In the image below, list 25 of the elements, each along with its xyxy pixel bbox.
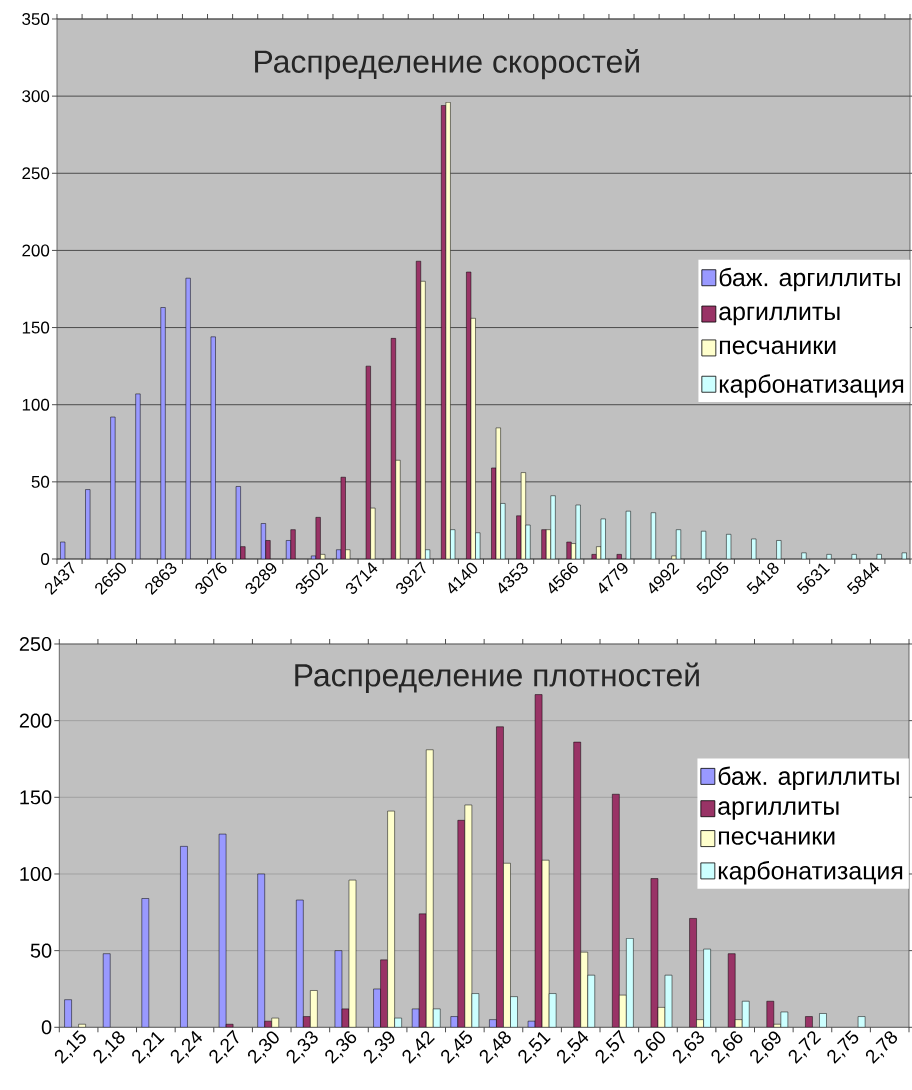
y-tick-label: 50 [31, 475, 50, 488]
text: Распределение скоростей [255, 48, 639, 80]
y-tick-label: 100 [20, 866, 52, 882]
y-tick-label: 50 [30, 943, 52, 958]
legend-label: аргиллиты [719, 306, 840, 326]
legend-label: аргиллиты [718, 801, 839, 820]
y-tick-label: 350 [22, 12, 50, 25]
y-tick-label: 0 [41, 1020, 52, 1035]
legend-label: баж. аргиллиты [718, 766, 899, 790]
y-tick-label: 100 [22, 398, 50, 411]
legend-label: песчаники [719, 340, 836, 355]
text: Распределение плотностей [295, 662, 699, 693]
y-tick-label: 300 [22, 90, 50, 103]
legend-label: карбонатизация [718, 861, 903, 885]
y-tick-label: 200 [22, 244, 50, 257]
legend-label: баж. аргиллиты [719, 267, 900, 292]
x-tick-label: 2,21 [132, 1032, 165, 1064]
y-tick-label: 250 [19, 636, 52, 652]
y-tick-label: 200 [19, 713, 52, 728]
x-tick-label: 2,51 [518, 1032, 551, 1064]
y-tick-label: 150 [22, 321, 50, 334]
y-tick-label: 150 [20, 790, 52, 805]
y-tick-label: 250 [22, 167, 50, 180]
legend-label: карбонатизация [719, 374, 904, 398]
legend-label: песчаники [718, 831, 835, 845]
